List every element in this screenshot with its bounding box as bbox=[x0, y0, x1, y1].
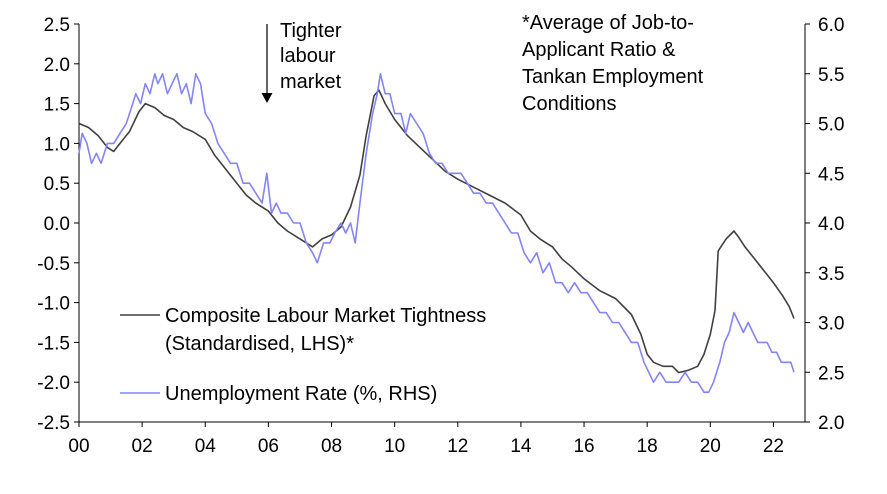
right-tick-label: 3.5 bbox=[818, 264, 844, 285]
right-tick-label: 2.0 bbox=[818, 413, 844, 434]
left-tick-label: -0.5 bbox=[37, 254, 70, 275]
x-tick-label: 14 bbox=[510, 436, 532, 457]
x-tick-label: 16 bbox=[573, 436, 594, 457]
left-tick-label: -1.0 bbox=[37, 294, 70, 315]
left-tick-label: -2.0 bbox=[37, 373, 70, 394]
x-tick-label: 00 bbox=[68, 436, 89, 457]
tick-labels: 2.5 2.0 1.5 1.0 0.5 0.0 -0.5 -1.0 -1.5 -2.0 -2.5 6.… bbox=[37, 15, 844, 457]
right-tick-label: 5.5 bbox=[818, 65, 844, 86]
legend-label-unemployment: Unemployment Rate (%, RHS) bbox=[165, 383, 437, 405]
left-tick-label: 1.0 bbox=[44, 134, 70, 155]
composite-tightness-line bbox=[78, 89, 795, 374]
legend-label-composite-line-1: Composite Labour Market Tightness bbox=[165, 305, 486, 327]
footnote-annotation: *Average of Job-to- Applicant Ratio & Ta… bbox=[522, 12, 704, 115]
unemployment-rate-line bbox=[78, 73, 795, 393]
left-tick-label: 0.5 bbox=[44, 174, 70, 195]
legend-label-composite-line-2: (Standardised, LHS)* bbox=[165, 333, 354, 355]
tighter-label-line-1: Tighter bbox=[280, 20, 342, 42]
right-tick-label: 3.0 bbox=[818, 314, 844, 335]
down-arrow-icon bbox=[261, 93, 273, 103]
tighter-annotation: Tighter labour market bbox=[261, 20, 342, 103]
right-tick-label: 4.0 bbox=[818, 214, 844, 235]
x-tick-label: 22 bbox=[763, 436, 784, 457]
x-tick-label: 10 bbox=[384, 436, 405, 457]
x-tick-label: 08 bbox=[321, 436, 342, 457]
note-line-4: Conditions bbox=[522, 93, 617, 115]
x-tick-label: 20 bbox=[700, 436, 721, 457]
left-tick-label: -1.5 bbox=[37, 333, 70, 354]
x-tick-label: 18 bbox=[637, 436, 658, 457]
x-tick-label: 02 bbox=[132, 436, 153, 457]
series-lines bbox=[78, 73, 795, 393]
note-line-1: *Average of Job-to- bbox=[522, 12, 694, 34]
left-tick-label: 2.5 bbox=[44, 15, 70, 36]
left-tick-label: 1.5 bbox=[44, 95, 70, 116]
right-tick-label: 6.0 bbox=[818, 15, 844, 36]
left-tick-label: -2.5 bbox=[37, 413, 70, 434]
right-tick-label: 5.0 bbox=[818, 115, 844, 136]
legend: Composite Labour Market Tightness (Stand… bbox=[120, 305, 486, 405]
right-tick-label: 4.5 bbox=[818, 164, 844, 185]
left-tick-label: 2.0 bbox=[44, 55, 70, 76]
x-tick-label: 06 bbox=[258, 436, 279, 457]
note-line-3: Tankan Employment bbox=[522, 66, 704, 88]
note-line-2: Applicant Ratio & bbox=[522, 39, 676, 61]
x-tick-label: 04 bbox=[195, 436, 217, 457]
tighter-label-line-2: labour bbox=[280, 45, 336, 67]
left-tick-label: 0.0 bbox=[44, 214, 70, 235]
tighter-label-line-3: market bbox=[280, 71, 342, 93]
x-tick-label: 12 bbox=[447, 436, 468, 457]
right-tick-label: 2.5 bbox=[818, 363, 844, 384]
